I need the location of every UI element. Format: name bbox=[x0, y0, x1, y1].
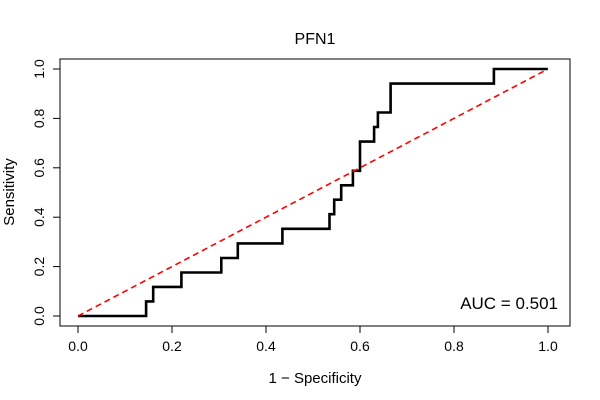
y-tick-label: 0.2 bbox=[31, 257, 47, 277]
reference-diagonal-line bbox=[77, 68, 549, 317]
auc-annotation: AUC = 0.501 bbox=[460, 294, 558, 313]
y-tick-label: 0.4 bbox=[31, 207, 47, 227]
x-tick-label: 0.4 bbox=[256, 338, 276, 354]
y-axis-label: Sensitivity bbox=[1, 158, 18, 226]
series-layer bbox=[77, 67, 549, 318]
x-tick-label: 1.0 bbox=[538, 338, 558, 354]
x-tick-label: 0.0 bbox=[68, 338, 88, 354]
x-tick-label: 0.6 bbox=[350, 338, 370, 354]
y-tick-label: 0.6 bbox=[31, 158, 47, 178]
y-tick-label: 0.0 bbox=[31, 306, 47, 326]
y-axis: 0.0 0.2 0.4 0.6 0.8 1.0 bbox=[31, 59, 61, 326]
y-tick-label: 0.8 bbox=[31, 108, 47, 128]
x-tick-label: 0.8 bbox=[444, 338, 464, 354]
x-tick-label: 0.2 bbox=[162, 338, 182, 354]
x-axis: 0.0 0.2 0.4 0.6 0.8 1.0 bbox=[68, 325, 558, 354]
chart-title: PFN1 bbox=[295, 31, 336, 48]
roc-curve-line bbox=[78, 67, 548, 318]
x-axis-label: 1 − Specificity bbox=[269, 370, 362, 387]
y-tick-label: 1.0 bbox=[31, 59, 47, 79]
